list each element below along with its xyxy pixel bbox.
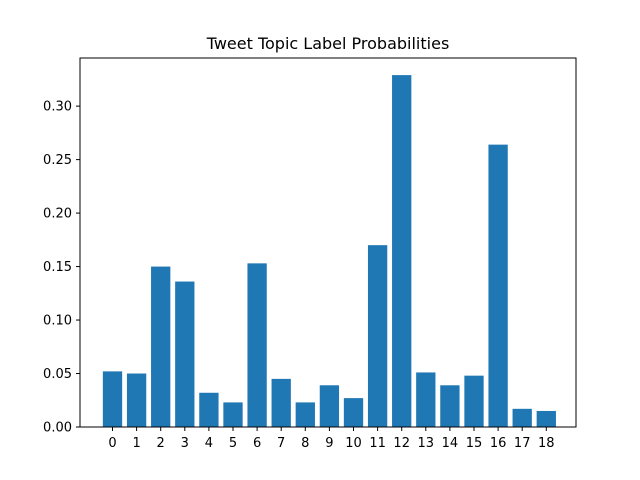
bar-3 (175, 281, 195, 427)
y-tick-label: 0.30 (43, 100, 72, 115)
y-tick-label: 0.25 (43, 153, 72, 168)
chart-title: Tweet Topic Label Probabilities (206, 34, 450, 53)
x-tick-label: 7 (277, 436, 285, 451)
bar-6 (247, 263, 267, 427)
bar-8 (295, 402, 315, 427)
bar-13 (416, 372, 436, 427)
x-tick-label: 14 (442, 436, 459, 451)
bar-1 (126, 373, 147, 427)
x-tick-label: 10 (345, 436, 362, 451)
x-tick-label: 6 (253, 436, 261, 451)
x-tick-label: 5 (229, 436, 237, 451)
x-tick-label: 2 (157, 436, 165, 451)
y-tick-label: 0.20 (43, 207, 72, 222)
bar-12 (392, 75, 412, 428)
y-tick-label: 0.00 (43, 421, 72, 436)
bar-18 (536, 410, 556, 427)
y-tick-label: 0.15 (43, 260, 72, 275)
x-tick-label: 0 (108, 436, 116, 451)
bar-4 (199, 392, 219, 427)
x-tick-label: 18 (538, 436, 555, 451)
bar-16 (488, 144, 508, 427)
x-tick-label: 9 (325, 436, 333, 451)
bar-5 (223, 402, 243, 427)
y-tick-label: 0.05 (43, 367, 72, 382)
bars-layer (102, 75, 556, 428)
x-tick-label: 8 (301, 436, 309, 451)
x-axis-ticks: 0 1 2 3 4 5 6 7 8 9 10 11 12 13 14 15 16 17 18 (108, 427, 555, 451)
y-tick-label: 0.10 (43, 314, 72, 329)
bar-10 (343, 398, 364, 427)
x-tick-label: 3 (181, 436, 189, 451)
x-tick-label: 11 (369, 436, 386, 451)
x-tick-label: 13 (418, 436, 435, 451)
x-tick-label: 1 (132, 436, 140, 451)
x-tick-label: 4 (205, 436, 213, 451)
bar-15 (464, 375, 484, 427)
y-axis-ticks: 0.00 0.05 0.10 0.15 0.20 0.25 0.30 (43, 100, 80, 436)
x-tick-label: 12 (393, 436, 410, 451)
bar-9 (319, 385, 340, 427)
bar-11 (367, 245, 388, 427)
bar-2 (151, 266, 171, 427)
x-tick-label: 16 (490, 436, 507, 451)
x-tick-label: 17 (514, 436, 531, 451)
x-tick-label: 15 (466, 436, 483, 451)
bar-14 (440, 385, 460, 427)
bar-7 (271, 378, 291, 427)
bar-17 (512, 408, 532, 427)
plot-frame (79, 57, 577, 428)
bar-0 (102, 371, 123, 427)
